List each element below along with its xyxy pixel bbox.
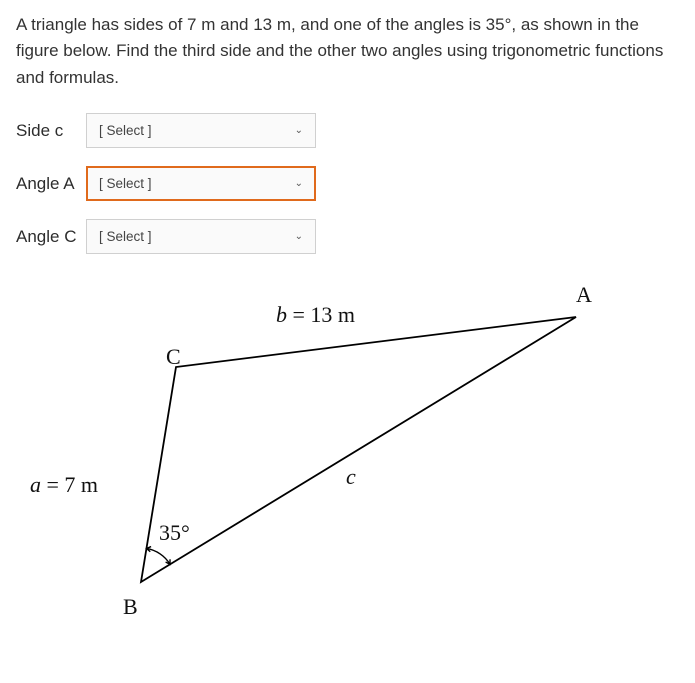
- figure-label-angle: 35°: [159, 520, 190, 546]
- problem-statement: A triangle has sides of 7 m and 13 m, an…: [16, 12, 679, 91]
- figure-label-A: A: [576, 282, 592, 308]
- chevron-down-icon: ⌄: [295, 125, 303, 136]
- chevron-down-icon: ⌄: [295, 178, 303, 189]
- answer-row: Side c [ Select ] ⌄: [16, 113, 679, 148]
- figure-label-C: C: [166, 344, 181, 370]
- answer-row: Angle C [ Select ] ⌄: [16, 219, 679, 254]
- figure-label-B: B: [123, 594, 138, 620]
- figure-label-side_b: b = 13 m: [276, 302, 355, 328]
- answer-row: Angle A [ Select ] ⌄: [16, 166, 679, 201]
- select-placeholder: [ Select ]: [99, 229, 152, 244]
- answer-select[interactable]: [ Select ] ⌄: [86, 166, 316, 201]
- answer-select[interactable]: [ Select ] ⌄: [86, 219, 316, 254]
- triangle-figure: A C Ba = 7 m b = 13 m c 35°: [16, 272, 616, 642]
- answer-label: Side c: [16, 121, 78, 141]
- answer-label: Angle A: [16, 174, 78, 194]
- select-placeholder: [ Select ]: [99, 123, 152, 138]
- figure-label-side_c: c: [346, 464, 356, 490]
- answer-label: Angle C: [16, 227, 78, 247]
- select-placeholder: [ Select ]: [99, 176, 152, 191]
- figure-label-side_a: a = 7 m: [30, 472, 98, 498]
- answer-select[interactable]: [ Select ] ⌄: [86, 113, 316, 148]
- chevron-down-icon: ⌄: [295, 231, 303, 242]
- triangle-shape: [141, 317, 576, 582]
